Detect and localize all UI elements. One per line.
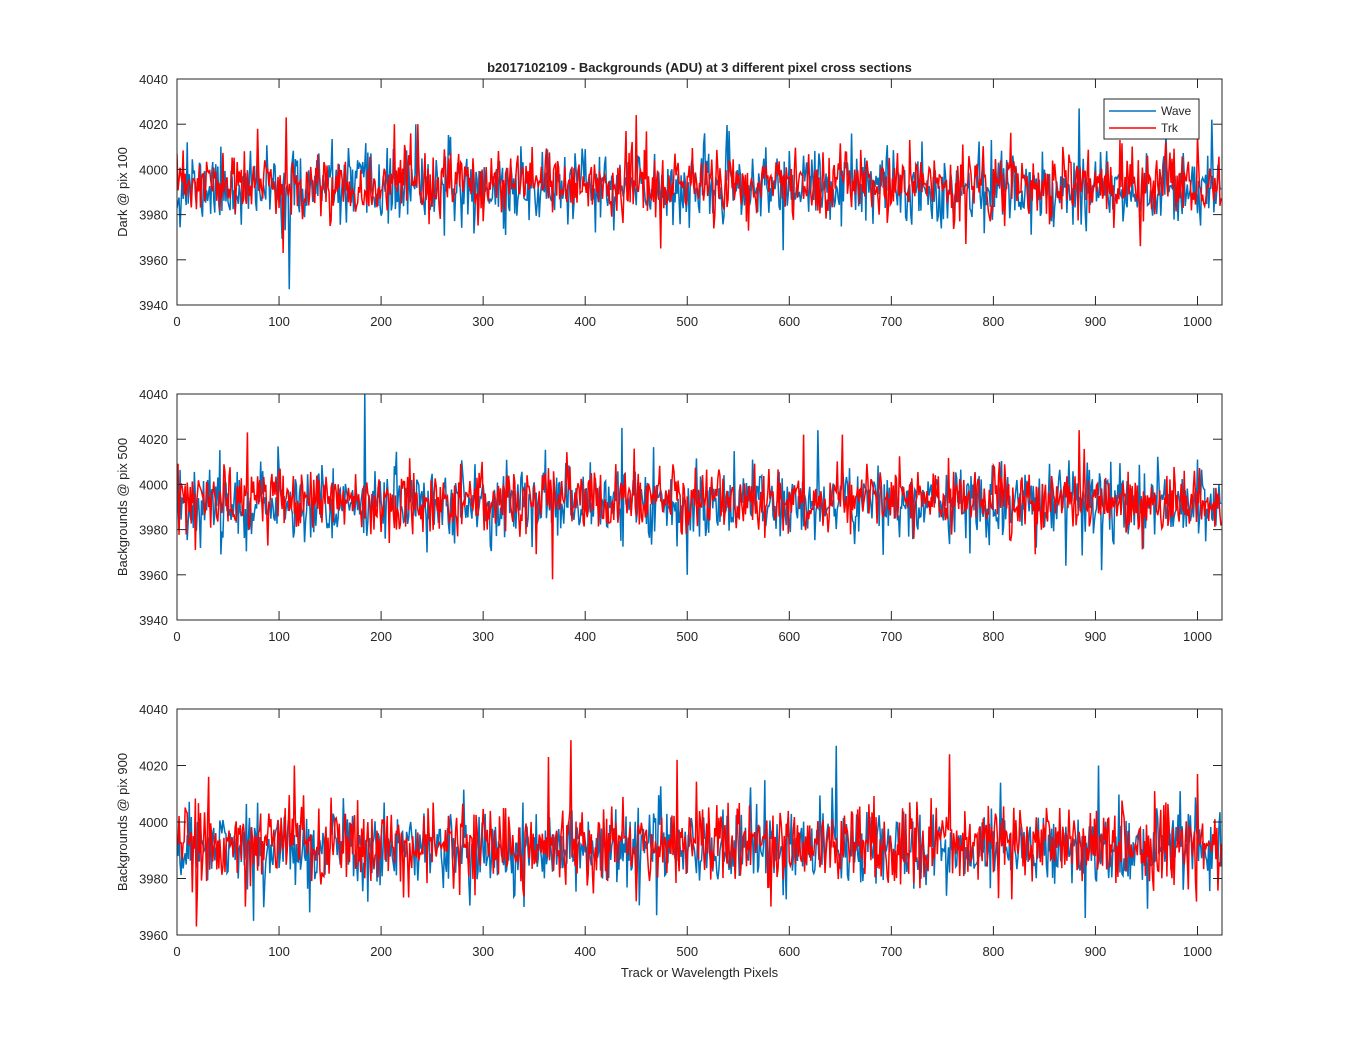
subplot-1: 0 100 200 300 400 500 600 700 800 900 1000 3940 3960… [115,60,1223,329]
y-tick-label: 4040 [139,72,168,87]
x-tick-label: 900 [1085,944,1107,959]
x-tick-label: 0 [173,629,180,644]
y-axis-label: Backgrounds @ pix 500 [115,438,130,576]
x-tick-label: 1000 [1183,314,1212,329]
x-tick-label: 100 [268,314,290,329]
y-tick-label: 4020 [139,117,168,132]
y-tick-label: 4000 [139,162,168,177]
x-tick-label: 300 [472,944,494,959]
x-tick-label: 600 [778,944,800,959]
x-tick-label: 400 [574,314,596,329]
legend-label-wave: Wave [1161,104,1192,118]
axes-box [176,393,1223,621]
y-tick-label: 3980 [139,523,168,538]
y-tick-label: 3960 [139,253,168,268]
chart-title: b2017102109 - Backgrounds (ADU) at 3 dif… [487,60,912,75]
x-tick-label: 1000 [1183,944,1212,959]
series-line-wave [177,745,1222,921]
x-tick-label: 100 [268,944,290,959]
x-tick-label: 400 [574,629,596,644]
legend: Wave Trk [1103,98,1200,140]
series-line-trk [177,115,1222,254]
x-tick-label: 200 [370,944,392,959]
x-tick-label: 600 [778,629,800,644]
y-tick-label: 4000 [139,815,168,830]
x-tick-label: 400 [574,944,596,959]
x-tick-label: 700 [881,314,903,329]
x-tick-label: 0 [173,314,180,329]
y-tick-label: 3980 [139,872,168,887]
series-line-trk [177,740,1222,927]
x-axis-label: Track or Wavelength Pixels [621,965,779,980]
legend-box [1103,98,1200,140]
x-tick-label: 300 [472,629,494,644]
x-tick-label: 100 [268,629,290,644]
x-tick-label: 500 [676,629,698,644]
y-tick-label: 4000 [139,477,168,492]
x-tick-label: 200 [370,314,392,329]
legend-label-trk: Trk [1161,121,1179,135]
y-tick-label: 4040 [139,702,168,717]
x-tick-label: 700 [881,629,903,644]
y-tick-label: 4020 [139,759,168,774]
y-tick-label: 3940 [139,613,168,628]
y-axis-label: Dark @ pix 100 [115,147,130,237]
y-tick-label: 3980 [139,208,168,223]
panels: 0 100 200 300 400 500 600 700 800 900 100039403960… [115,60,1223,980]
x-tick-label: 500 [676,944,698,959]
subplot-3: 0 100 200 300 400 500 600 700 800 900 1000 3960 3980… [115,702,1223,980]
x-tick-label: 200 [370,629,392,644]
subplot-2: 0 100 200 300 400 500 600 700 800 900 1000 3940 3960… [115,387,1223,644]
y-axis-label: Backgrounds @ pix 900 [115,753,130,891]
x-tick-label: 700 [881,944,903,959]
x-tick-label: 600 [778,314,800,329]
x-tick-label: 300 [472,314,494,329]
series-line-trk [177,430,1222,580]
y-tick-label: 4020 [139,432,168,447]
axes-box [176,78,1223,306]
x-tick-label: 1000 [1183,629,1212,644]
x-tick-label: 0 [173,944,180,959]
y-tick-label: 3960 [139,568,168,583]
y-tick-label: 4040 [139,387,168,402]
y-tick-label: 3940 [139,298,168,313]
x-tick-label: 800 [983,944,1005,959]
x-tick-label: 800 [983,314,1005,329]
x-tick-label: 900 [1085,629,1107,644]
x-tick-label: 800 [983,629,1005,644]
y-tick-label: 3960 [139,928,168,943]
x-tick-label: 500 [676,314,698,329]
x-tick-label: 900 [1085,314,1107,329]
